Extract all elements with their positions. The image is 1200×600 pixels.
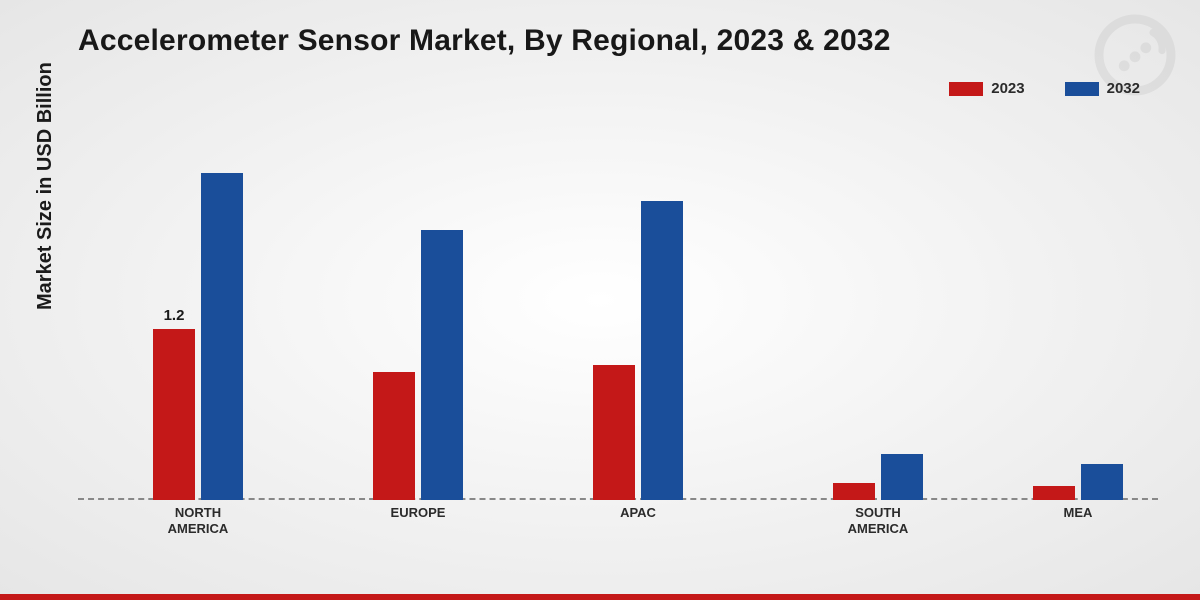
bar-group — [798, 454, 958, 500]
bar-2023 — [833, 483, 875, 500]
x-tick-label: EUROPE — [338, 505, 498, 521]
legend-swatch-2023 — [949, 82, 983, 96]
bar-2023 — [593, 365, 635, 500]
bar-2032 — [881, 454, 923, 500]
bar-2032 — [421, 230, 463, 500]
bar-group — [998, 464, 1158, 500]
bar-2023: 1.2 — [153, 329, 195, 500]
y-axis-label: Market Size in USD Billion — [34, 62, 57, 310]
legend-item-2023: 2023 — [949, 80, 1024, 97]
plot-area: 1.2 — [78, 130, 1158, 500]
bar-2032 — [201, 173, 243, 500]
bar-group — [338, 230, 498, 500]
legend-item-2032: 2032 — [1065, 80, 1140, 97]
x-tick-label: NORTH AMERICA — [118, 505, 278, 536]
x-tick-label: SOUTH AMERICA — [798, 505, 958, 536]
legend-label-2023: 2023 — [991, 80, 1024, 97]
x-tick-label: MEA — [998, 505, 1158, 521]
chart-title: Accelerometer Sensor Market, By Regional… — [78, 24, 891, 58]
bar-2032 — [1081, 464, 1123, 500]
bar-2032 — [641, 201, 683, 500]
x-tick-label: APAC — [558, 505, 718, 521]
legend-swatch-2032 — [1065, 82, 1099, 96]
legend-label-2032: 2032 — [1107, 80, 1140, 97]
bar-2023 — [1033, 486, 1075, 500]
x-axis-labels: NORTH AMERICA EUROPE APAC SOUTH AMERICA MEA — [78, 505, 1158, 545]
legend: 2023 2032 — [949, 80, 1140, 97]
bar-group — [558, 201, 718, 500]
bar-2023 — [373, 372, 415, 500]
bar-value-label: 1.2 — [164, 307, 185, 324]
bar-group: 1.2 — [118, 173, 278, 500]
